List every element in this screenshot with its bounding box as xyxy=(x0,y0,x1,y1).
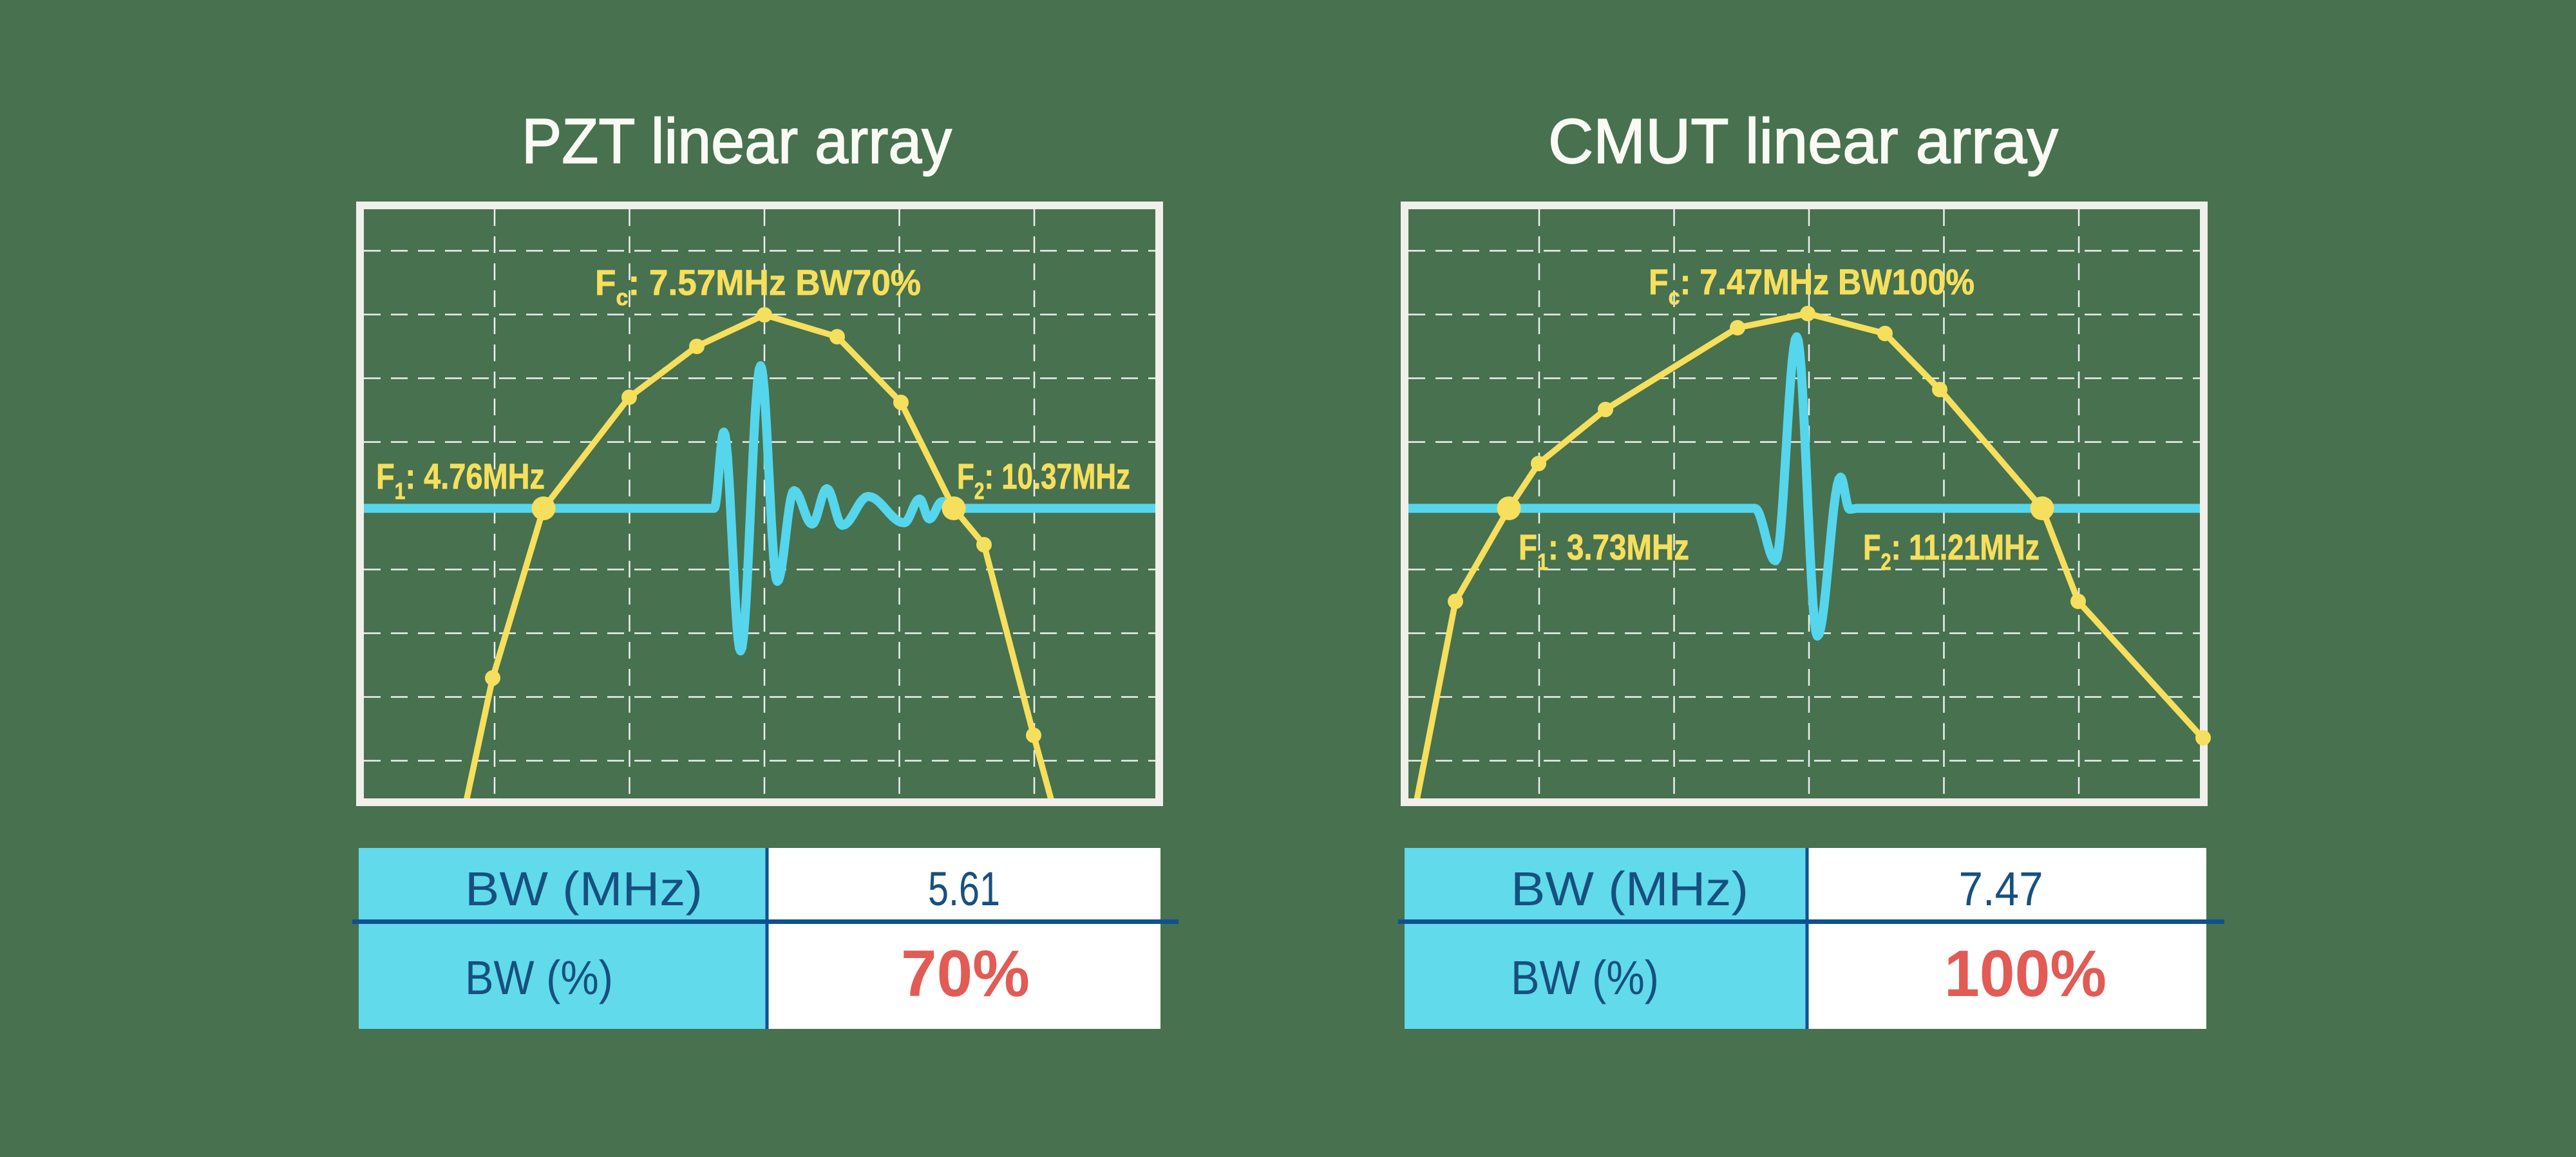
svg-text:100%: 100% xyxy=(1944,937,2107,1010)
svg-text:BW (MHz): BW (MHz) xyxy=(1511,862,1748,916)
svg-text:BW (%): BW (%) xyxy=(465,951,613,1004)
svg-text:F2: 10.37MHz: F2: 10.37MHz xyxy=(957,456,1130,504)
svg-text:F1: 3.73MHz: F1: 3.73MHz xyxy=(1519,527,1689,575)
svg-text:F2: 11.21MHz: F2: 11.21MHz xyxy=(1863,527,2040,575)
svg-text:PZT linear array: PZT linear array xyxy=(522,106,952,176)
svg-text:F1: 4.76MHz: F1: 4.76MHz xyxy=(376,456,545,504)
svg-text:5.61: 5.61 xyxy=(928,862,1000,916)
svg-text:CMUT linear array: CMUT linear array xyxy=(1548,106,2058,176)
svg-text:Fc: 7.57MHz BW70%: Fc: 7.57MHz BW70% xyxy=(595,262,921,310)
svg-text:Fc: 7.47MHz BW100%: Fc: 7.47MHz BW100% xyxy=(1649,261,1975,310)
svg-text:7.47: 7.47 xyxy=(1959,862,2043,916)
svg-text:BW (MHz): BW (MHz) xyxy=(465,862,703,916)
svg-text:70%: 70% xyxy=(901,937,1030,1010)
svg-text:BW (%): BW (%) xyxy=(1511,951,1659,1004)
